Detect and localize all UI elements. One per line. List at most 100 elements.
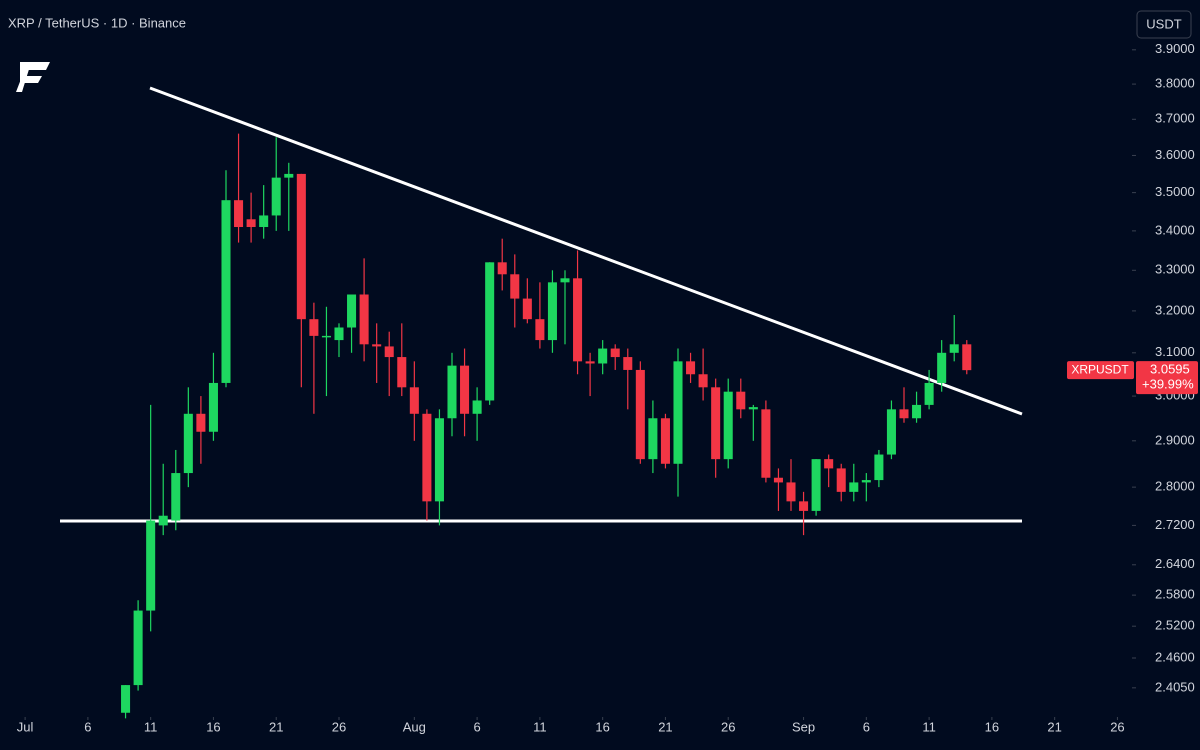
candle-body <box>422 413 432 502</box>
candle-body <box>811 459 821 511</box>
y-tick-label: 3.8000 <box>1155 76 1195 91</box>
x-tick-label: 11 <box>922 719 936 734</box>
candle-body <box>434 418 444 502</box>
candle-body <box>824 459 834 469</box>
candle-body <box>861 480 871 483</box>
candle <box>962 340 972 375</box>
candle <box>434 409 444 526</box>
last-price-label: 3.0595 <box>1150 362 1190 377</box>
candle-body <box>660 418 670 464</box>
candle-body <box>447 365 457 419</box>
candle-body <box>949 344 959 353</box>
y-tick-label: 2.9000 <box>1155 432 1195 447</box>
candle <box>221 170 231 388</box>
candle <box>535 282 545 349</box>
candle <box>886 400 896 460</box>
logo <box>16 62 50 92</box>
symbol-tag-label: XRPUSDT <box>1071 362 1129 376</box>
candle-body <box>761 409 771 478</box>
candle <box>585 352 595 397</box>
candle-body <box>924 382 934 405</box>
candle <box>723 378 733 469</box>
candle <box>347 294 357 353</box>
candle <box>773 468 783 511</box>
candle-body <box>259 215 269 228</box>
candle-body <box>296 173 306 320</box>
candle-body <box>585 361 595 364</box>
candle <box>309 302 319 414</box>
y-tick-label: 3.5000 <box>1155 184 1195 199</box>
candle-body <box>711 387 721 460</box>
candle <box>711 378 721 478</box>
y-tick-label: 3.3000 <box>1155 262 1195 277</box>
candle <box>296 173 306 388</box>
candle-body <box>786 482 796 502</box>
candle <box>949 315 959 362</box>
candle <box>761 400 771 483</box>
candle-body <box>962 344 972 371</box>
x-tick-label: 16 <box>206 719 220 734</box>
candle <box>623 348 633 410</box>
y-tick-label: 3.7000 <box>1155 111 1195 126</box>
x-tick-label: 21 <box>658 719 672 734</box>
candle <box>849 463 859 502</box>
x-tick-label: 21 <box>1047 719 1061 734</box>
candle-body <box>284 173 294 178</box>
x-tick-label: 6 <box>473 719 480 734</box>
candle-body <box>673 361 683 464</box>
candle <box>334 323 344 358</box>
candle <box>598 340 608 375</box>
candle-body <box>334 327 344 341</box>
candle-body <box>409 387 419 414</box>
y-tick-label: 2.7200 <box>1155 517 1195 532</box>
candle-body <box>886 409 896 455</box>
x-tick-label: 11 <box>144 719 158 734</box>
axes: 3.9000 3.8000 3.7000 3.6000 3.5000 3.4000 3.30… <box>17 41 1198 734</box>
candle <box>547 270 557 353</box>
currency-button[interactable] <box>1136 10 1192 39</box>
candle <box>397 323 407 397</box>
candle-body <box>397 357 407 388</box>
candle <box>208 352 218 441</box>
last-price-tag <box>1136 361 1198 395</box>
x-tick-label: 26 <box>1110 719 1124 734</box>
y-tick-label: 2.4050 <box>1155 679 1195 694</box>
candle-body <box>121 685 131 713</box>
candle-body <box>158 515 168 526</box>
chart-title: XRP / TetherUS · 1D · Binance <box>8 15 186 30</box>
candle-body <box>234 200 244 228</box>
candle <box>736 378 746 419</box>
candle-body <box>472 400 482 414</box>
candle-body <box>183 413 193 474</box>
candle <box>861 473 871 502</box>
trend-line-upper <box>149 86 1023 416</box>
y-tick-label: 3.2000 <box>1155 302 1195 317</box>
candle-body <box>460 365 470 414</box>
candle <box>183 387 193 488</box>
candle-body <box>372 344 382 347</box>
candle-body <box>510 274 520 299</box>
candle-body <box>836 468 846 492</box>
candle <box>824 454 834 488</box>
candle <box>372 323 382 383</box>
currency-button-label[interactable]: USDT <box>1146 16 1181 31</box>
candle-body <box>309 319 319 336</box>
symbol-tag <box>1067 361 1134 380</box>
candle <box>836 463 846 502</box>
y-tick-label: 3.9000 <box>1155 41 1195 56</box>
y-tick-label: 2.5200 <box>1155 618 1195 633</box>
y-tick-label: 2.6400 <box>1155 556 1195 571</box>
candle <box>924 369 934 410</box>
candle <box>409 361 419 441</box>
candle <box>259 185 269 239</box>
x-tick-label: 6 <box>84 719 91 734</box>
candle-body <box>698 374 708 388</box>
change-label: +39.99% <box>1142 377 1194 392</box>
x-tick-label: Sep <box>792 719 815 734</box>
y-tick-label: 2.5800 <box>1155 587 1195 602</box>
candle <box>234 133 244 243</box>
y-tick-label: 3.1000 <box>1155 344 1195 359</box>
x-tick-label: Jul <box>17 719 34 734</box>
